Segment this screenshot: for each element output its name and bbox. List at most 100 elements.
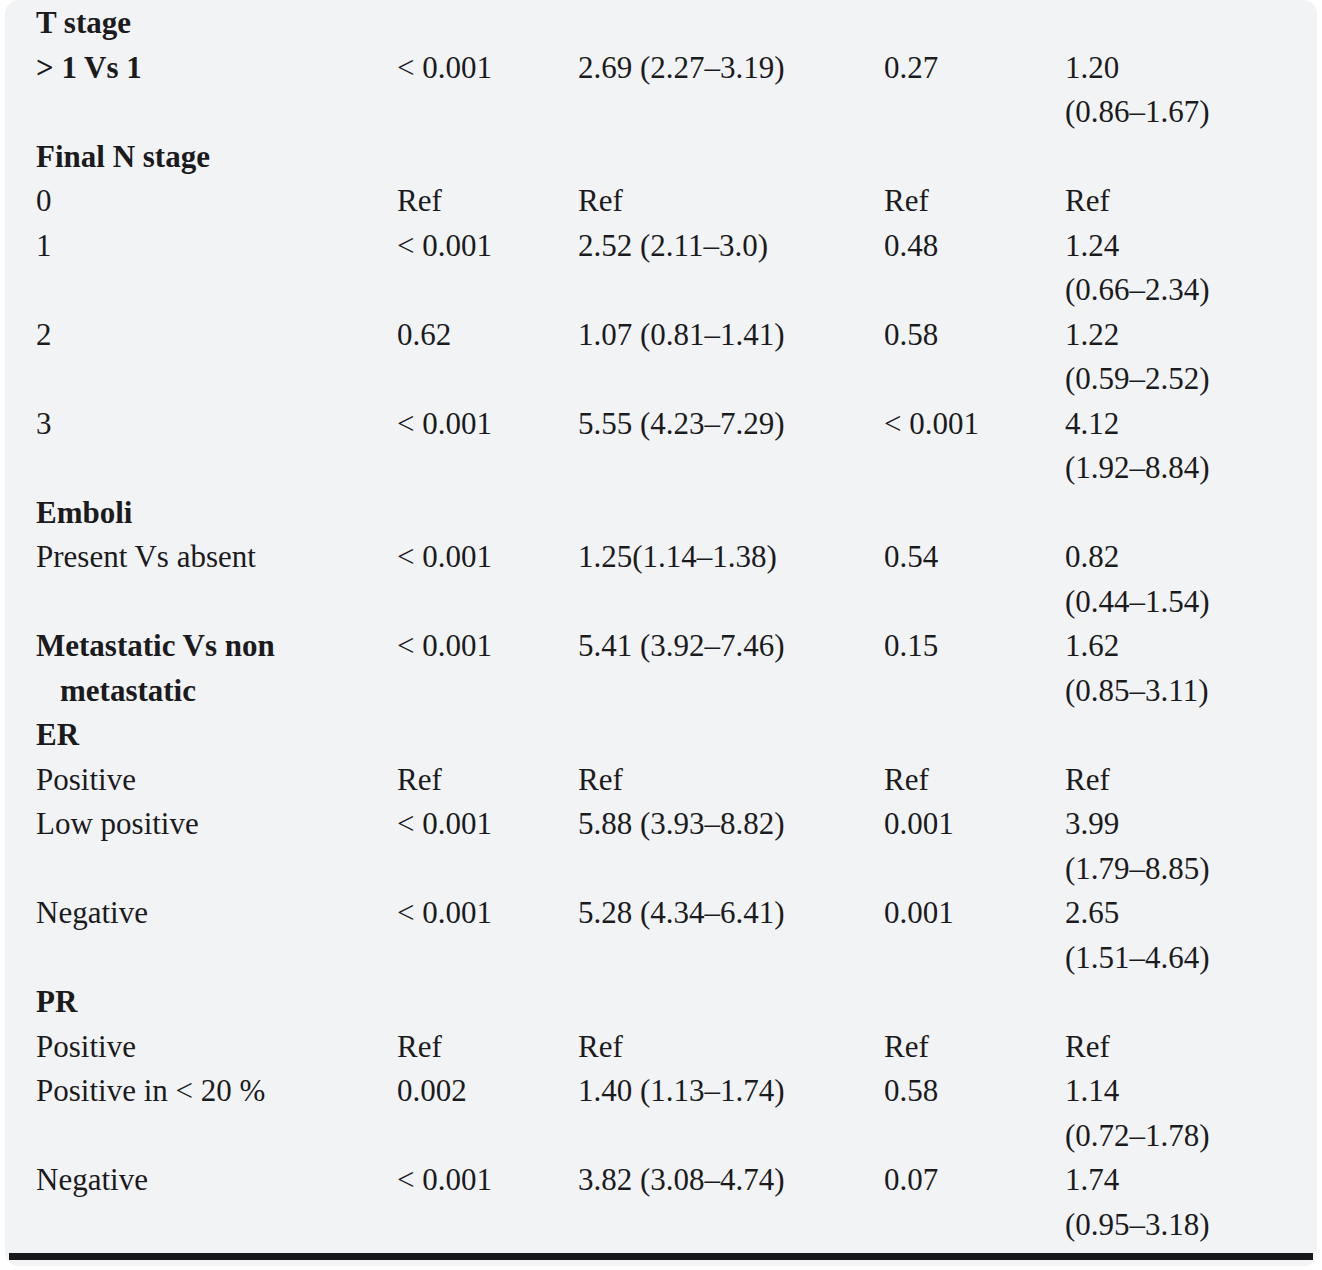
hr-ci-col3-cell: 5.88 (3.93–8.82) bbox=[578, 802, 884, 891]
hr-col5: 3.99 bbox=[1065, 802, 1310, 847]
p-value-col4-cell: 0.07 bbox=[884, 1158, 1065, 1247]
p-value-col2-cell bbox=[397, 980, 578, 1025]
table-row: Positive in < 20 % 0.002 1.40 (1.13–1.74… bbox=[36, 1069, 1310, 1158]
p-value-col2-cell bbox=[397, 135, 578, 180]
hr-ci-col5-cell: 4.12 (1.92–8.84) bbox=[1065, 402, 1310, 491]
hr-ci-col3: 1.07 (0.81–1.41) bbox=[578, 313, 884, 358]
variable-label: Positive bbox=[36, 1025, 397, 1070]
variable-cell: Positive bbox=[36, 1025, 397, 1070]
variable-label: Negative bbox=[36, 891, 397, 936]
variable-cell: Positive bbox=[36, 758, 397, 803]
table-row: 1 < 0.001 2.52 (2.11–3.0) 0.48 1.24 (0.6… bbox=[36, 224, 1310, 313]
hr-ci-col5-cell: 1.14 (0.72–1.78) bbox=[1065, 1069, 1310, 1158]
p-value-col4-cell bbox=[884, 713, 1065, 758]
variable-label: Positive in < 20 % bbox=[36, 1069, 397, 1114]
variable-label: 1 bbox=[36, 224, 397, 269]
hr-ci-col5-cell bbox=[1065, 491, 1310, 536]
hr-ci-col5-cell: 3.99 (1.79–8.85) bbox=[1065, 802, 1310, 891]
variable-label: 3 bbox=[36, 402, 397, 447]
variable-cell: Negative bbox=[36, 1158, 397, 1247]
p-value-col4-cell: 0.54 bbox=[884, 535, 1065, 624]
ci-col5: (0.72–1.78) bbox=[1065, 1114, 1310, 1159]
variable-cell: 2 bbox=[36, 313, 397, 402]
p-value-col4: < 0.001 bbox=[884, 402, 1065, 447]
hr-ci-col5-cell: Ref bbox=[1065, 1025, 1310, 1070]
variable-label: 2 bbox=[36, 313, 397, 358]
hr-ci-col5-cell bbox=[1065, 1, 1310, 46]
p-value-col4-cell: 0.001 bbox=[884, 891, 1065, 980]
hr-ci-col3-cell: 2.52 (2.11–3.0) bbox=[578, 224, 884, 313]
variable-cell: Positive in < 20 % bbox=[36, 1069, 397, 1158]
ci-col5: (1.79–8.85) bbox=[1065, 847, 1310, 892]
p-value-col4-cell: Ref bbox=[884, 758, 1065, 803]
table-row: Metastatic Vs non metastatic < 0.001 5.4… bbox=[36, 624, 1310, 713]
hr-ci-col3-cell bbox=[578, 491, 884, 536]
p-value-col2: Ref bbox=[397, 179, 578, 224]
p-value-col2-cell: < 0.001 bbox=[397, 46, 578, 135]
p-value-col4: Ref bbox=[884, 1025, 1065, 1070]
table-row: Emboli bbox=[36, 491, 1310, 536]
hr-col5: 0.82 bbox=[1065, 535, 1310, 580]
hr-ci-col5-cell: 2.65 (1.51–4.64) bbox=[1065, 891, 1310, 980]
variable-cell: Present Vs absent bbox=[36, 535, 397, 624]
variable-label: 0 bbox=[36, 179, 397, 224]
hr-col5: 1.62 bbox=[1065, 624, 1310, 669]
hr-col5: 1.22 bbox=[1065, 313, 1310, 358]
p-value-col2-cell: < 0.001 bbox=[397, 624, 578, 713]
hr-ci-col5-cell: 1.24 (0.66–2.34) bbox=[1065, 224, 1310, 313]
p-value-col4-cell bbox=[884, 135, 1065, 180]
hr-ci-col3-cell: 1.25(1.14–1.38) bbox=[578, 535, 884, 624]
p-value-col2: < 0.001 bbox=[397, 402, 578, 447]
hr-ci-col3-cell: 5.41 (3.92–7.46) bbox=[578, 624, 884, 713]
p-value-col4-cell: Ref bbox=[884, 179, 1065, 224]
hr-col5: Ref bbox=[1065, 179, 1310, 224]
p-value-col4-cell bbox=[884, 980, 1065, 1025]
variable-cell: Metastatic Vs non metastatic bbox=[36, 624, 397, 713]
p-value-col4: 0.58 bbox=[884, 313, 1065, 358]
variable-label: Emboli bbox=[36, 491, 397, 536]
p-value-col4: 0.58 bbox=[884, 1069, 1065, 1114]
paper-table-panel: T stage > 1 Vs 1 < 0.001 2.69 (2.27–3.19… bbox=[5, 0, 1317, 1266]
ci-col5: (1.51–4.64) bbox=[1065, 936, 1310, 981]
p-value-col4-cell: 0.001 bbox=[884, 802, 1065, 891]
hr-ci-col5-cell bbox=[1065, 135, 1310, 180]
p-value-col2: < 0.001 bbox=[397, 46, 578, 91]
variable-cell: 0 bbox=[36, 179, 397, 224]
p-value-col4-cell bbox=[884, 1, 1065, 46]
hr-ci-col5-cell: 1.22 (0.59–2.52) bbox=[1065, 313, 1310, 402]
ci-col5: (0.44–1.54) bbox=[1065, 580, 1310, 625]
p-value-col2-cell: < 0.001 bbox=[397, 224, 578, 313]
p-value-col4-cell: 0.58 bbox=[884, 313, 1065, 402]
ci-col5: (0.85–3.11) bbox=[1065, 669, 1310, 714]
table-row: > 1 Vs 1 < 0.001 2.69 (2.27–3.19) 0.27 1… bbox=[36, 46, 1310, 135]
hr-ci-col3-cell bbox=[578, 135, 884, 180]
ci-col5: (0.86–1.67) bbox=[1065, 90, 1310, 135]
hr-ci-col3: 5.41 (3.92–7.46) bbox=[578, 624, 884, 669]
p-value-col4: 0.07 bbox=[884, 1158, 1065, 1203]
p-value-col2-cell bbox=[397, 713, 578, 758]
hr-ci-col3-cell: 1.07 (0.81–1.41) bbox=[578, 313, 884, 402]
variable-cell: 3 bbox=[36, 402, 397, 491]
p-value-col4: Ref bbox=[884, 179, 1065, 224]
p-value-col4-cell: < 0.001 bbox=[884, 402, 1065, 491]
hr-ci-col5-cell: 0.82 (0.44–1.54) bbox=[1065, 535, 1310, 624]
hr-ci-col3-cell: Ref bbox=[578, 758, 884, 803]
ci-col5: (0.59–2.52) bbox=[1065, 357, 1310, 402]
p-value-col4-cell bbox=[884, 491, 1065, 536]
p-value-col2: Ref bbox=[397, 1025, 578, 1070]
hr-ci-col3-cell bbox=[578, 980, 884, 1025]
hr-col5: 1.24 bbox=[1065, 224, 1310, 269]
p-value-col2-cell bbox=[397, 491, 578, 536]
p-value-col4: 0.48 bbox=[884, 224, 1065, 269]
hr-ci-col3-cell: 1.40 (1.13–1.74) bbox=[578, 1069, 884, 1158]
p-value-col2: < 0.001 bbox=[397, 224, 578, 269]
table-row: Final N stage bbox=[36, 135, 1310, 180]
table-row: Negative < 0.001 5.28 (4.34–6.41) 0.001 … bbox=[36, 891, 1310, 980]
p-value-col2: < 0.001 bbox=[397, 891, 578, 936]
statistics-table: T stage > 1 Vs 1 < 0.001 2.69 (2.27–3.19… bbox=[36, 1, 1310, 1247]
p-value-col2-cell: < 0.001 bbox=[397, 402, 578, 491]
hr-ci-col3: 1.40 (1.13–1.74) bbox=[578, 1069, 884, 1114]
table-row: Positive Ref Ref Ref Ref bbox=[36, 758, 1310, 803]
p-value-col2-cell: < 0.001 bbox=[397, 535, 578, 624]
table-row: 3 < 0.001 5.55 (4.23–7.29) < 0.001 4.12 … bbox=[36, 402, 1310, 491]
